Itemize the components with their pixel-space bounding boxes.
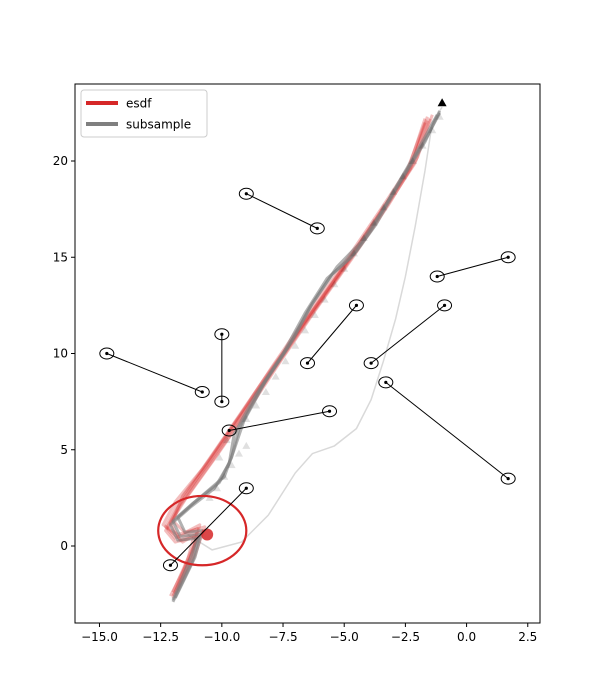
legend: esdf subsample (80, 89, 208, 138)
triangle-marker-16 (320, 295, 329, 303)
obstacle-center-8-1 (168, 563, 173, 567)
obstacle-circle-1-1 (194, 386, 210, 398)
y-tick-label-2: 10 (53, 347, 68, 361)
obstacle-circle-0-0 (238, 187, 254, 200)
triangle-marker-4 (234, 449, 243, 457)
triangle-marker-10 (261, 388, 270, 395)
triangle-marker-21 (369, 218, 378, 226)
x-tick-label-0: −15.0 (81, 630, 118, 644)
guide-path (187, 106, 443, 551)
obstacle-circle-5-0 (437, 299, 453, 312)
x-tick-label-4: −5.0 (330, 630, 359, 644)
obstacle-center-7-0 (506, 255, 510, 259)
triangle-marker-17 (330, 280, 339, 288)
obstacle-center-7-1 (435, 274, 439, 279)
obstacle-link-5 (370, 304, 445, 364)
y-tick-label-4: 20 (53, 154, 68, 168)
triangle-marker-14 (301, 326, 310, 334)
plot-area (99, 98, 516, 603)
goal-marker (437, 98, 447, 107)
obstacle-center-0-0 (244, 192, 248, 196)
triangle-marker-12 (281, 357, 290, 365)
obstacle-circle-3-1 (300, 357, 315, 370)
triangle-marker-6 (222, 436, 231, 444)
circle-blob (201, 528, 214, 541)
x-tick-label-3: −7.5 (268, 630, 297, 644)
legend-subsample-label: subsample (126, 118, 191, 132)
obstacle-circle-8-1 (162, 559, 178, 572)
obstacle-circle-7-0 (500, 251, 516, 264)
triangle-marker-24 (398, 172, 407, 180)
obstacle-center-6-0 (384, 380, 388, 384)
obstacle-link-0 (246, 193, 318, 229)
triangle-marker-5 (242, 441, 251, 449)
triangle-marker-23 (389, 187, 398, 195)
obstacle-circle-6-1 (500, 472, 516, 485)
triangle-marker-28 (435, 112, 444, 120)
triangle-marker-26 (418, 141, 427, 149)
triangle-marker-2 (220, 472, 229, 480)
obstacle-center-2-1 (220, 400, 224, 404)
obstacle-center-8-0 (244, 486, 248, 490)
obstacle-link-7 (437, 256, 509, 277)
triangle-marker-1 (212, 484, 221, 492)
obstacle-circle-3-0 (348, 299, 364, 312)
y-tick-label-1: 5 (60, 443, 68, 457)
obstacle-circle-8-0 (238, 482, 254, 495)
y-tick-label-3: 15 (53, 250, 68, 264)
obstacle-center-1-1 (200, 390, 204, 394)
obstacle-link-8 (170, 487, 247, 566)
obstacle-center-5-1 (369, 361, 373, 365)
obstacle-circle-2-0 (214, 328, 230, 341)
obstacle-center-3-1 (305, 361, 310, 365)
obstacle-circle-2-1 (214, 395, 230, 408)
subsample-trajectory-2 (168, 114, 439, 601)
x-tick-label-2: −10.0 (203, 630, 240, 644)
x-tick-label-6: 0.0 (457, 630, 476, 644)
obstacle-link-4 (229, 410, 330, 431)
obstacle-center-5-0 (442, 303, 447, 307)
x-tick-label-7: 2.5 (518, 630, 537, 644)
triangle-marker-9 (252, 401, 261, 409)
obstacle-center-3-0 (354, 303, 359, 307)
obstacle-circle-4-0 (322, 405, 338, 418)
obstacle-center-2-0 (220, 332, 224, 336)
obstacle-link-1 (106, 353, 203, 393)
triangle-marker-3 (227, 461, 236, 469)
obstacle-center-0-1 (315, 226, 319, 230)
obstacle-circle-1-0 (99, 347, 115, 360)
triangle-marker-15 (310, 311, 319, 318)
obstacle-circle-4-1 (221, 424, 237, 437)
x-tick-label-1: −12.5 (142, 630, 179, 644)
esdf-trajectory-4 (171, 120, 429, 591)
triangle-marker-18 (340, 264, 349, 272)
obstacle-link-3 (307, 305, 357, 364)
triangle-marker-7 (215, 453, 224, 461)
triangle-marker-27 (428, 126, 437, 134)
legend-esdf-label: esdf (126, 97, 152, 111)
triangle-marker-11 (271, 372, 280, 380)
triangle-marker-8 (242, 414, 251, 422)
axis-ticks: −15.0 −12.5 −10.0 −7.5 −5.0 −2.5 0.0 2.5 0 5 10 15 2… (53, 154, 538, 644)
obstacle-circle-6-0 (378, 376, 394, 389)
obstacle-link-6 (385, 381, 509, 480)
triangle-marker-20 (359, 234, 368, 241)
triangle-marker-13 (291, 341, 300, 349)
triangle-marker-25 (408, 157, 417, 164)
x-tick-label-5: −2.5 (391, 630, 420, 644)
obstacle-circle-0-1 (309, 222, 325, 235)
obstacle-center-6-1 (506, 477, 510, 481)
large-circle (157, 494, 248, 567)
obstacle-center-4-1 (227, 428, 231, 433)
obstacle-center-4-0 (327, 409, 332, 413)
obstacle-center-1-0 (105, 351, 109, 356)
y-tick-label-0: 0 (60, 539, 68, 553)
triangle-marker-22 (379, 203, 388, 211)
obstacle-circle-5-1 (363, 357, 379, 370)
obstacle-circle-7-1 (429, 270, 445, 283)
triangle-marker-19 (350, 249, 358, 257)
